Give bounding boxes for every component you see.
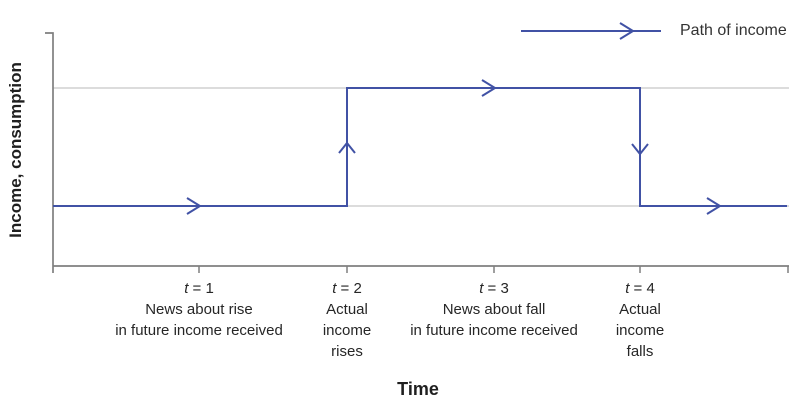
legend-arrowhead-icon	[619, 22, 635, 40]
annotation-line: rises	[331, 343, 363, 360]
arrow-down-t4-icon	[631, 143, 649, 156]
annotation-line: income	[615, 322, 665, 339]
annotation-line: News about rise	[145, 301, 253, 318]
x-tick-label-t1: t = 1 News about rise in future income r…	[115, 278, 283, 341]
t-equals-line: t = 4	[616, 278, 664, 299]
t-equals-line: t = 3	[410, 278, 578, 299]
t-variable: t	[479, 280, 484, 297]
arrow-right-after-t4-icon	[706, 197, 722, 215]
x-tick-label-t2: t = 2 Actual income rises	[323, 278, 371, 362]
arrow-right-t1-icon	[186, 197, 202, 215]
t-equals-line: t = 2	[323, 278, 371, 299]
x-axis-ticks	[198, 266, 789, 273]
annotation-line: News about fall	[442, 301, 546, 318]
annotation-line: income	[322, 322, 372, 339]
t-value: = 4	[629, 280, 655, 297]
annotation-line: Actual	[326, 301, 368, 318]
legend-arrow	[521, 22, 661, 40]
t-variable: t	[184, 280, 189, 297]
legend-label: Path of income	[680, 22, 787, 39]
arrow-right-t3-icon	[481, 79, 497, 97]
x-axis-title: Time	[397, 379, 439, 399]
annotation-line: falls	[626, 343, 654, 360]
annotation-line: in future income received	[410, 322, 578, 339]
t-equals-line: t = 1	[115, 278, 283, 299]
arrow-up-t2-icon	[338, 141, 356, 154]
x-tick-label-t3: t = 3 News about fall in future income r…	[410, 278, 578, 341]
y-axis	[45, 32, 54, 273]
t-value: = 2	[336, 280, 362, 297]
x-tick-label-t4: t = 4 Actual income falls	[616, 278, 664, 362]
income-path-line	[53, 87, 787, 207]
y-axis-title: Income, consumption	[6, 62, 25, 238]
annotation-line: Actual	[619, 301, 661, 318]
t-variable: t	[332, 280, 337, 297]
flow-arrows	[186, 79, 722, 215]
t-value: = 3	[483, 280, 509, 297]
t-variable: t	[625, 280, 630, 297]
t-value: = 1	[188, 280, 214, 297]
annotation-line: in future income received	[115, 322, 283, 339]
